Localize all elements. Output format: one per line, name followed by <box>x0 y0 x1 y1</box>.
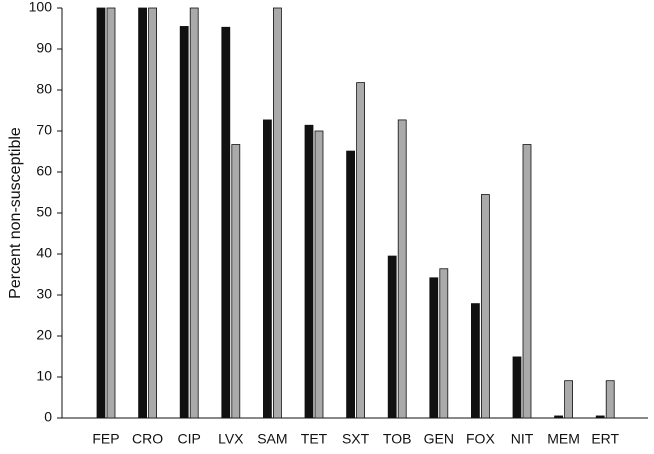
bar <box>470 303 480 419</box>
bar <box>346 150 356 419</box>
bar <box>605 380 615 419</box>
y-tick-label: 100 <box>29 0 53 15</box>
bar <box>304 124 314 419</box>
x-tick-label: LVX <box>218 431 244 447</box>
x-tick-label: FEP <box>92 431 119 447</box>
bar <box>231 144 241 419</box>
x-tick-label: CRO <box>132 431 163 447</box>
y-tick-label: 0 <box>44 409 52 425</box>
bar <box>522 144 532 419</box>
x-tick-label: FOX <box>466 431 495 447</box>
bar <box>221 26 231 419</box>
bar <box>189 7 199 419</box>
bar <box>356 82 366 419</box>
bar <box>429 277 439 419</box>
bar <box>554 415 563 419</box>
y-tick-label: 60 <box>36 163 52 179</box>
bar <box>138 7 148 419</box>
bar <box>439 268 449 419</box>
x-tick-label: TET <box>301 431 328 447</box>
y-tick-label: 40 <box>36 245 52 261</box>
bar <box>512 356 522 419</box>
x-tick-label: TOB <box>383 431 412 447</box>
bar <box>595 415 605 419</box>
bar <box>397 119 407 419</box>
y-tick-label: 50 <box>36 204 52 220</box>
x-tick-label: CIP <box>178 431 201 447</box>
y-tick-label: 10 <box>36 368 52 384</box>
bar <box>179 26 189 419</box>
y-tick-label: 90 <box>36 40 52 56</box>
x-tick-label: ERT <box>591 431 619 447</box>
bar <box>96 7 106 419</box>
x-tick-label: GEN <box>424 431 454 447</box>
x-tick-label: SXT <box>342 431 370 447</box>
bar <box>272 7 282 419</box>
y-tick-label: 80 <box>36 81 52 97</box>
x-tick-label: MEM <box>547 431 580 447</box>
y-axis-label: Percent non-susceptible <box>7 127 24 299</box>
x-tick-label: SAM <box>257 431 287 447</box>
bar <box>564 380 573 419</box>
y-tick-label: 20 <box>36 327 52 343</box>
x-tick-label: NIT <box>511 431 534 447</box>
bar <box>106 7 116 419</box>
bar <box>314 130 324 419</box>
y-tick-label: 30 <box>36 286 52 302</box>
bar <box>262 119 272 419</box>
bar <box>480 194 490 419</box>
y-tick-label: 70 <box>36 122 52 138</box>
bar <box>148 7 158 419</box>
bar <box>387 255 397 419</box>
